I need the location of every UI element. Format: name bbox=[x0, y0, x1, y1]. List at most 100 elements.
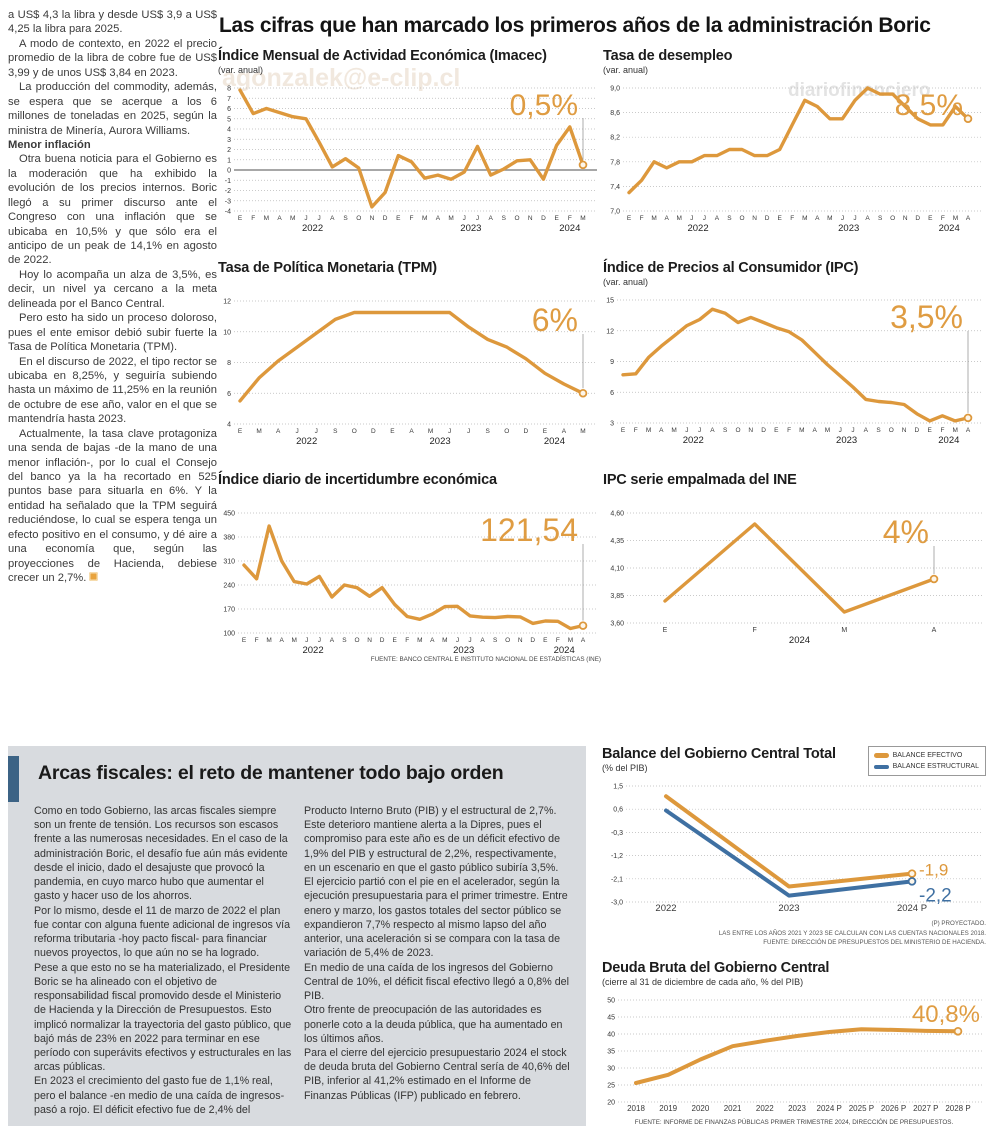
svg-text:E: E bbox=[663, 627, 668, 634]
svg-text:F: F bbox=[568, 215, 572, 222]
svg-text:J: J bbox=[305, 637, 308, 644]
svg-text:M: M bbox=[580, 215, 585, 222]
svg-text:A: A bbox=[436, 215, 441, 222]
svg-text:2024: 2024 bbox=[559, 223, 580, 233]
svg-text:2024: 2024 bbox=[938, 435, 959, 445]
svg-text:J: J bbox=[304, 215, 307, 222]
chart-subtitle: (var. anual) bbox=[603, 277, 649, 287]
svg-text:0,6: 0,6 bbox=[613, 807, 623, 814]
svg-text:J: J bbox=[456, 637, 459, 644]
svg-text:D: D bbox=[541, 215, 546, 222]
svg-text:N: N bbox=[518, 637, 523, 644]
article-end-icon bbox=[89, 572, 99, 582]
chart-subtitle: (cierre al 31 de diciembre de cada año, … bbox=[602, 977, 804, 987]
arcas-paragraph: Producto Interno Bruto (PIB) y el estruc… bbox=[304, 805, 561, 874]
svg-text:A: A bbox=[664, 215, 669, 222]
svg-text:S: S bbox=[493, 637, 498, 644]
svg-text:J: J bbox=[698, 427, 701, 434]
arcas-paragraph: Pese a que esto no se ha materializado, … bbox=[34, 961, 292, 1074]
chart-title: Índice de Precios al Consumidor (IPC) bbox=[603, 260, 859, 276]
arcas-column-1: Como en todo Gobierno, las arcas fiscale… bbox=[34, 804, 293, 1117]
svg-text:A: A bbox=[812, 427, 817, 434]
article-column: a US$ 4,3 la libra y desde US$ 3,9 a US$… bbox=[8, 8, 217, 586]
svg-text:A: A bbox=[815, 215, 820, 222]
svg-text:9,0: 9,0 bbox=[610, 86, 620, 93]
svg-text:F: F bbox=[410, 215, 414, 222]
chart-deuda: Deuda Bruta del Gobierno Central (cierre… bbox=[602, 960, 986, 1126]
chart-title: Índice Mensual de Actividad Económica (I… bbox=[218, 48, 547, 64]
svg-text:A: A bbox=[659, 427, 664, 434]
svg-text:30: 30 bbox=[607, 1066, 615, 1073]
legend-label: BALANCE ESTRUCTURAL bbox=[892, 763, 979, 771]
svg-text:2021: 2021 bbox=[724, 1104, 742, 1113]
svg-text:F: F bbox=[405, 637, 409, 644]
balance-legend: BALANCE EFECTIVO BALANCE ESTRUCTURAL bbox=[867, 746, 986, 777]
svg-text:2028 P: 2028 P bbox=[945, 1104, 970, 1113]
article-paragraph: Hoy lo acompaña un alza de 3,5%, es deci… bbox=[8, 268, 217, 310]
svg-text:E: E bbox=[396, 215, 401, 222]
svg-text:M: M bbox=[428, 428, 433, 435]
svg-text:2022: 2022 bbox=[296, 436, 317, 446]
svg-text:-1,2: -1,2 bbox=[611, 853, 623, 860]
ipc-empalmada-line-chart: 4,60 4,35 4,10 3,85 3,60 E F M A 2024 4% bbox=[610, 511, 982, 645]
chart-title: IPC serie empalmada del INE bbox=[603, 472, 797, 488]
svg-text:12: 12 bbox=[606, 328, 614, 335]
svg-text:7,4: 7,4 bbox=[610, 184, 620, 191]
svg-text:170: 170 bbox=[223, 607, 235, 614]
svg-text:-2,2: -2,2 bbox=[919, 885, 952, 906]
arcas-paragraph: Para el cierre del ejercicio presupuesta… bbox=[304, 1046, 570, 1102]
svg-text:F: F bbox=[556, 637, 560, 644]
svg-text:M: M bbox=[290, 215, 295, 222]
svg-text:E: E bbox=[390, 428, 395, 435]
chart-subtitle: (var. anual) bbox=[218, 65, 264, 75]
svg-text:S: S bbox=[502, 215, 507, 222]
svg-text:4,10: 4,10 bbox=[610, 566, 624, 573]
svg-text:1: 1 bbox=[227, 157, 231, 164]
arcas-paragraph: Como en todo Gobierno, las arcas fiscale… bbox=[34, 805, 288, 903]
svg-text:E: E bbox=[621, 427, 626, 434]
svg-text:6: 6 bbox=[227, 106, 231, 113]
chart-subtitle: (var. anual) bbox=[603, 65, 649, 75]
svg-text:2024: 2024 bbox=[789, 635, 810, 645]
chart-tpm: Tasa de Política Monetaria (TPM) 12 10 8 6 4… bbox=[218, 260, 601, 446]
svg-text:J: J bbox=[315, 428, 318, 435]
arcas-fiscales-box: Arcas fiscales: el reto de mantener todo… bbox=[8, 746, 586, 1126]
note-line: (P) PROYECTADO. bbox=[931, 920, 986, 927]
svg-text:D: D bbox=[915, 215, 920, 222]
svg-text:A: A bbox=[276, 428, 281, 435]
svg-text:S: S bbox=[723, 427, 728, 434]
svg-text:N: N bbox=[367, 637, 372, 644]
svg-text:3,5%: 3,5% bbox=[890, 299, 963, 335]
svg-text:F: F bbox=[640, 215, 644, 222]
svg-text:N: N bbox=[902, 427, 907, 434]
article-paragraph: a US$ 4,3 la libra y desde US$ 3,9 a US$… bbox=[8, 9, 217, 36]
svg-text:8: 8 bbox=[227, 360, 231, 367]
svg-text:J: J bbox=[851, 427, 854, 434]
svg-text:N: N bbox=[903, 215, 908, 222]
chart-subtitle: (% del PIB) bbox=[602, 763, 648, 773]
desempleo-line-chart: 9,08,68,27,87,47,0E F M A M J J A S O N D E F M A M J J A S O… bbox=[610, 86, 982, 233]
svg-text:9: 9 bbox=[610, 359, 614, 366]
svg-text:A: A bbox=[710, 427, 715, 434]
svg-text:15: 15 bbox=[606, 298, 614, 305]
svg-text:A: A bbox=[581, 637, 586, 644]
chart-title: Tasa de Política Monetaria (TPM) bbox=[218, 260, 437, 276]
svg-text:45: 45 bbox=[607, 1015, 615, 1022]
svg-text:6: 6 bbox=[227, 391, 231, 398]
svg-text:2023: 2023 bbox=[836, 435, 857, 445]
svg-text:M: M bbox=[651, 215, 656, 222]
svg-text:A: A bbox=[715, 215, 720, 222]
svg-text:3,85: 3,85 bbox=[610, 593, 624, 600]
chart-imacec: Índice Mensual de Actividad Económica (I… bbox=[218, 48, 601, 233]
svg-text:-1: -1 bbox=[225, 178, 231, 185]
svg-text:S: S bbox=[342, 637, 347, 644]
svg-text:6%: 6% bbox=[532, 302, 578, 338]
svg-text:2024: 2024 bbox=[554, 645, 575, 655]
svg-text:M: M bbox=[799, 427, 804, 434]
svg-text:2027 P: 2027 P bbox=[913, 1104, 938, 1113]
chart-balance: Balance del Gobierno Central Total (% de… bbox=[602, 746, 986, 948]
svg-text:D: D bbox=[915, 427, 920, 434]
svg-text:M: M bbox=[292, 637, 297, 644]
svg-text:0: 0 bbox=[227, 168, 231, 175]
